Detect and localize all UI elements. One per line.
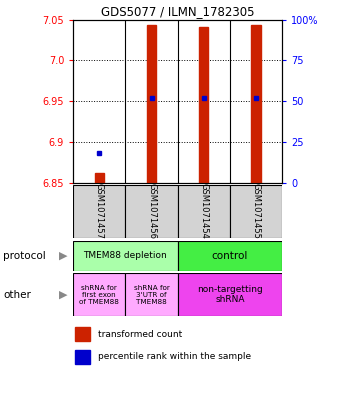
Bar [75, 327, 90, 341]
Text: ▶: ▶ [58, 290, 67, 300]
Text: ▶: ▶ [58, 251, 67, 261]
Text: non-targetting
shRNA: non-targetting shRNA [197, 285, 263, 305]
Text: control: control [212, 251, 248, 261]
Bar [251, 26, 261, 183]
Bar [147, 26, 156, 183]
Text: percentile rank within the sample: percentile rank within the sample [98, 352, 251, 361]
Text: GSM1071455: GSM1071455 [252, 183, 260, 239]
Text: other: other [3, 290, 31, 300]
Text: protocol: protocol [3, 251, 46, 261]
Bar [177, 241, 282, 271]
Text: TMEM88 depletion: TMEM88 depletion [84, 252, 167, 260]
Text: GSM1071457: GSM1071457 [95, 183, 104, 239]
Bar [73, 273, 125, 316]
Text: GSM1071456: GSM1071456 [147, 183, 156, 239]
Bar [95, 173, 104, 183]
Text: shRNA for
first exon
of TMEM88: shRNA for first exon of TMEM88 [79, 285, 119, 305]
Bar [199, 27, 208, 183]
Text: GSM1071454: GSM1071454 [199, 183, 208, 239]
Text: shRNA for
3'UTR of
TMEM88: shRNA for 3'UTR of TMEM88 [134, 285, 169, 305]
Bar [73, 241, 177, 271]
Bar [177, 185, 230, 238]
Bar [125, 185, 177, 238]
Text: transformed count: transformed count [98, 330, 183, 338]
Title: GDS5077 / ILMN_1782305: GDS5077 / ILMN_1782305 [101, 6, 254, 18]
Bar [75, 350, 90, 364]
Bar [177, 273, 282, 316]
Bar [230, 185, 282, 238]
Bar [125, 273, 177, 316]
Bar [73, 185, 125, 238]
